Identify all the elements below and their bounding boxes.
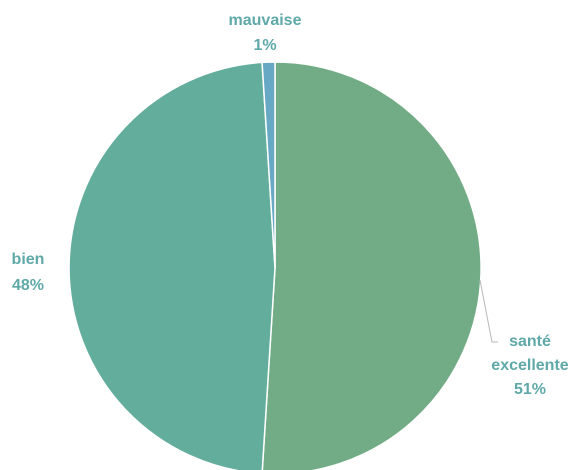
slice-label-sante-line2: excellente — [491, 357, 568, 374]
pie-slice-sant-excellente — [261, 61, 482, 470]
slice-value-bien: 48% — [12, 277, 44, 294]
slice-value-mauvaise: 1% — [253, 37, 276, 54]
slice-label-bien: bien — [12, 251, 45, 268]
pie-slice-mauvaise — [261, 61, 276, 269]
slice-label-mauvaise: mauvaise — [229, 12, 302, 29]
pie-slice-bien — [68, 61, 276, 470]
leader-line — [479, 279, 498, 343]
slice-label-sante-line1: santé — [509, 333, 551, 350]
slice-value-sante: 51% — [514, 381, 546, 398]
pie-slices — [68, 61, 482, 470]
